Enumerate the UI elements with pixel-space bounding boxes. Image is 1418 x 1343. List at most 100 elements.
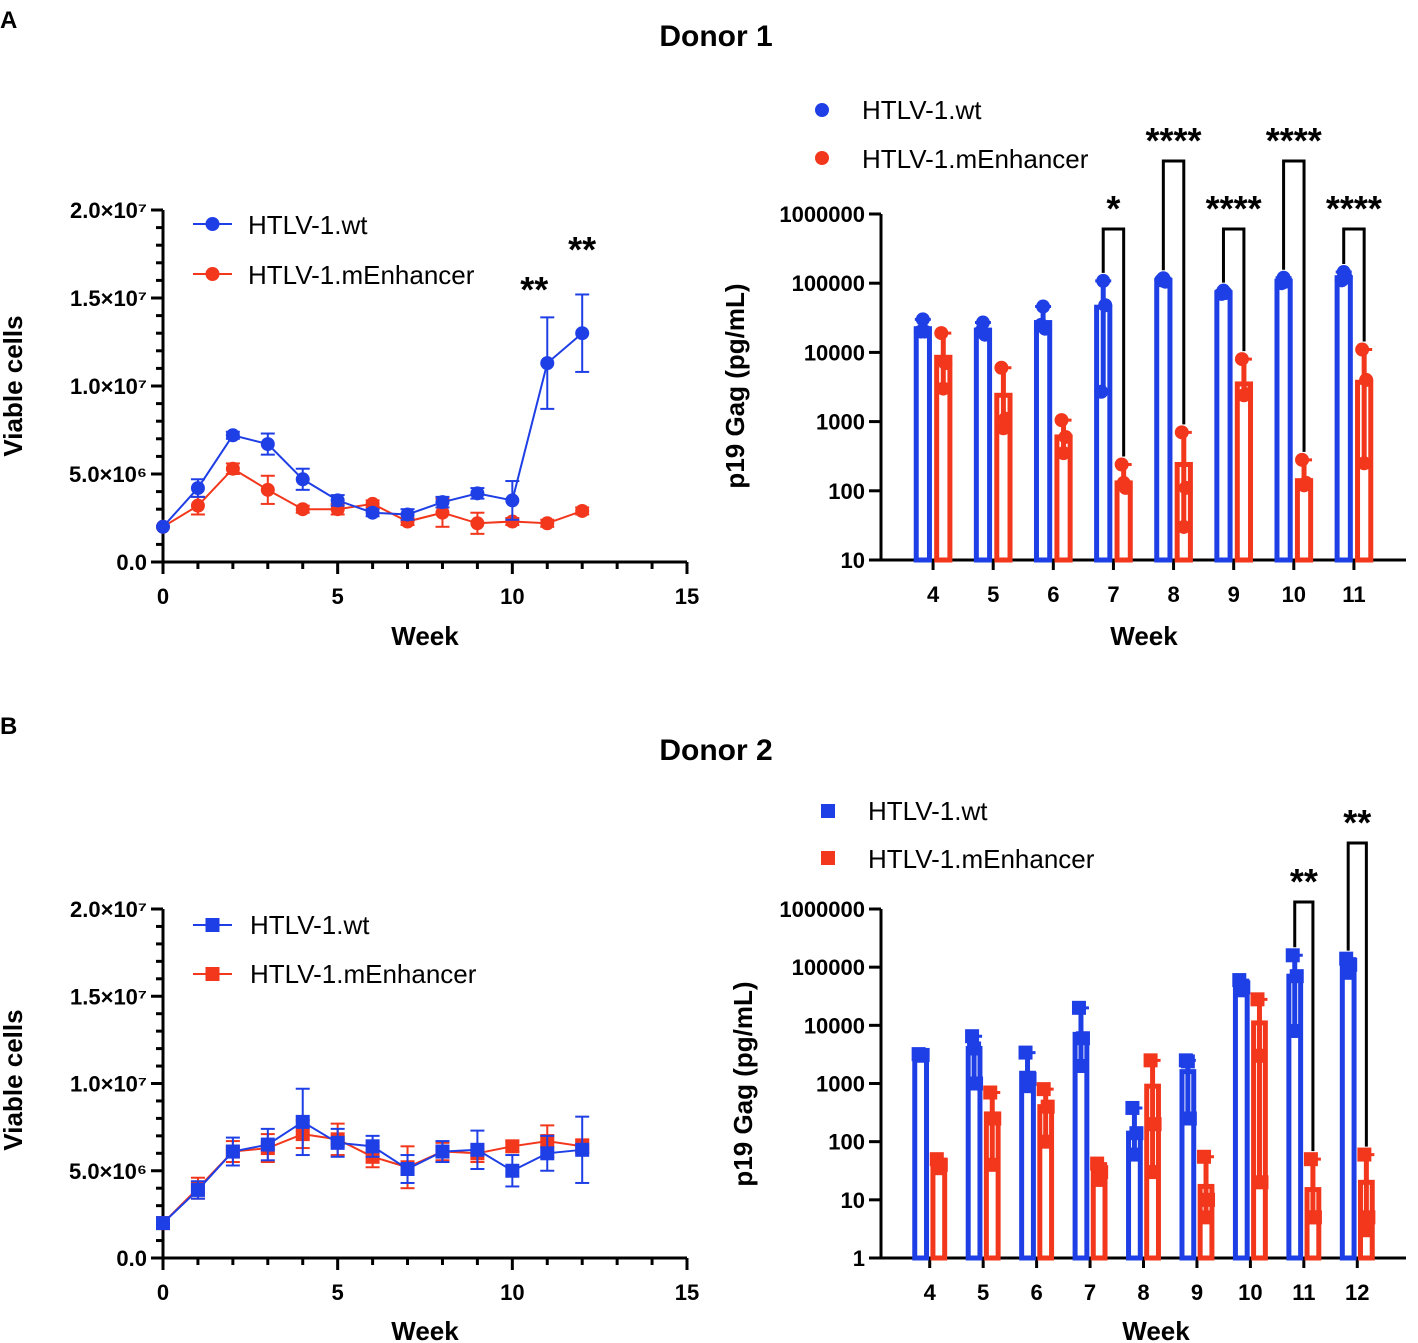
significance-label: ** xyxy=(520,269,548,310)
x-tick-label: 4 xyxy=(924,1280,937,1305)
data-point xyxy=(915,1047,930,1062)
legend-glyph xyxy=(193,967,232,981)
y-tick-label: 1 xyxy=(853,1246,865,1271)
data-point xyxy=(936,381,951,396)
y-tick-label: 5.0×10⁶ xyxy=(69,1159,147,1184)
data-point xyxy=(575,503,590,518)
x-tick-label: 5 xyxy=(332,1280,344,1305)
legend-label-wt: HTLV-1.wt xyxy=(868,796,988,826)
bar xyxy=(973,327,993,563)
data-point xyxy=(1238,387,1253,402)
y-tick-label: 2.0×10⁷ xyxy=(70,897,147,922)
data-point xyxy=(1038,321,1053,336)
x-axis-label: Week xyxy=(391,1316,459,1343)
data-point xyxy=(575,326,590,341)
legend-glyph xyxy=(193,217,232,231)
legend-marker xyxy=(815,151,829,165)
data-point xyxy=(435,495,450,510)
legend-label-menhancer: HTLV-1.mEnhancer xyxy=(868,844,1095,874)
legend-glyph xyxy=(193,918,232,932)
x-tick-label: 15 xyxy=(675,584,699,609)
bracket-line xyxy=(1282,159,1306,452)
significance-label: * xyxy=(1106,188,1120,229)
data-point xyxy=(400,507,415,522)
significance-label: ** xyxy=(1343,802,1371,843)
x-tick-label: 6 xyxy=(1030,1280,1042,1305)
data-point xyxy=(969,1076,984,1091)
data-point xyxy=(225,461,240,476)
data-point xyxy=(1236,980,1251,995)
chart-a-p19-gag: p19 Gag (pg/mL) Week HTLV-1.wt HTLV-1.mE… xyxy=(720,95,1406,651)
data-point xyxy=(260,482,275,497)
data-point xyxy=(1038,1134,1053,1149)
y-tick-label: 1000000 xyxy=(779,897,865,922)
chart-a-viable-cells: Viable cells Week HTLV-1.wt HTLV-1.mEnha… xyxy=(0,198,699,651)
legend-marker xyxy=(821,804,835,818)
legend-label-menhancer: HTLV-1.mEnhancer xyxy=(248,260,475,290)
data-point xyxy=(1056,446,1071,461)
axes: 0 5 10 15 0.0 5.0×10⁶ 1.0×10⁷ 1.5×10⁷ 2.0×10⁷ xyxy=(69,198,699,609)
bar xyxy=(1033,320,1053,563)
series-menhancer xyxy=(929,992,1376,1261)
data-point xyxy=(998,411,1013,426)
legend-marker xyxy=(205,267,220,281)
data-point xyxy=(1250,992,1265,1007)
data-point xyxy=(1158,274,1173,289)
legend-label-menhancer: HTLV-1.mEnhancer xyxy=(250,959,477,989)
y-tick-label: 1000000 xyxy=(779,202,865,227)
data-point xyxy=(1357,456,1372,471)
y-tick-label: 1.0×10⁷ xyxy=(70,374,147,399)
x-tick-label: 15 xyxy=(675,1280,699,1305)
significance-label: **** xyxy=(1326,188,1382,229)
x-tick-label: 7 xyxy=(1107,582,1119,607)
data-point xyxy=(977,327,992,342)
x-tick-label: 10 xyxy=(1238,1280,1262,1305)
legend-marker xyxy=(205,967,220,981)
bar xyxy=(930,1162,948,1261)
x-tick-label: 5 xyxy=(987,582,999,607)
data-point xyxy=(1018,1045,1033,1060)
bar xyxy=(1334,275,1353,563)
data-point xyxy=(330,493,345,508)
data-point xyxy=(505,514,520,529)
significance-bracket: ** xyxy=(1343,802,1371,1147)
y-axis-label: p19 Gag (pg/mL) xyxy=(720,283,750,488)
bracket-line xyxy=(1101,227,1126,457)
data-point xyxy=(190,498,205,513)
bracket-line xyxy=(1221,227,1246,352)
significance-bracket: **** xyxy=(1266,120,1322,452)
x-axis-label: Week xyxy=(1122,1316,1190,1343)
data-point xyxy=(1098,298,1113,313)
x-tick-label: 9 xyxy=(1191,1280,1203,1305)
x-tick-label: 4 xyxy=(927,582,940,607)
y-axis-label: Viable cells xyxy=(0,1009,28,1150)
data-point xyxy=(435,1144,450,1159)
x-tick-label: 7 xyxy=(1084,1280,1096,1305)
data-point xyxy=(1278,274,1293,289)
data-point xyxy=(1252,1048,1267,1063)
significance-label: **** xyxy=(1266,120,1322,161)
data-point xyxy=(1075,1031,1090,1046)
data-point xyxy=(965,1029,980,1044)
data-point xyxy=(365,1139,380,1154)
y-tick-label: 5.0×10⁶ xyxy=(69,462,147,487)
data-point xyxy=(225,428,240,443)
data-point xyxy=(975,315,990,330)
data-point xyxy=(1071,1000,1086,1015)
y-tick-label: 10 xyxy=(841,548,865,573)
series-wt xyxy=(913,265,1353,563)
data-point xyxy=(400,1162,415,1177)
bar xyxy=(1019,1070,1036,1261)
data-point xyxy=(1127,1147,1142,1162)
data-point xyxy=(1040,1099,1055,1114)
significance-label: **** xyxy=(1146,120,1202,161)
data-point xyxy=(365,505,380,520)
chart-b-viable-cells: Viable cells Week HTLV-1.wt HTLV-1.mEnha… xyxy=(0,897,699,1343)
data-point xyxy=(1285,948,1300,963)
data-point xyxy=(1338,270,1353,285)
x-tick-label: 5 xyxy=(977,1280,989,1305)
x-tick-label: 10 xyxy=(500,1280,524,1305)
y-tick-label: 1.5×10⁷ xyxy=(70,286,147,311)
data-point xyxy=(1361,1210,1376,1225)
